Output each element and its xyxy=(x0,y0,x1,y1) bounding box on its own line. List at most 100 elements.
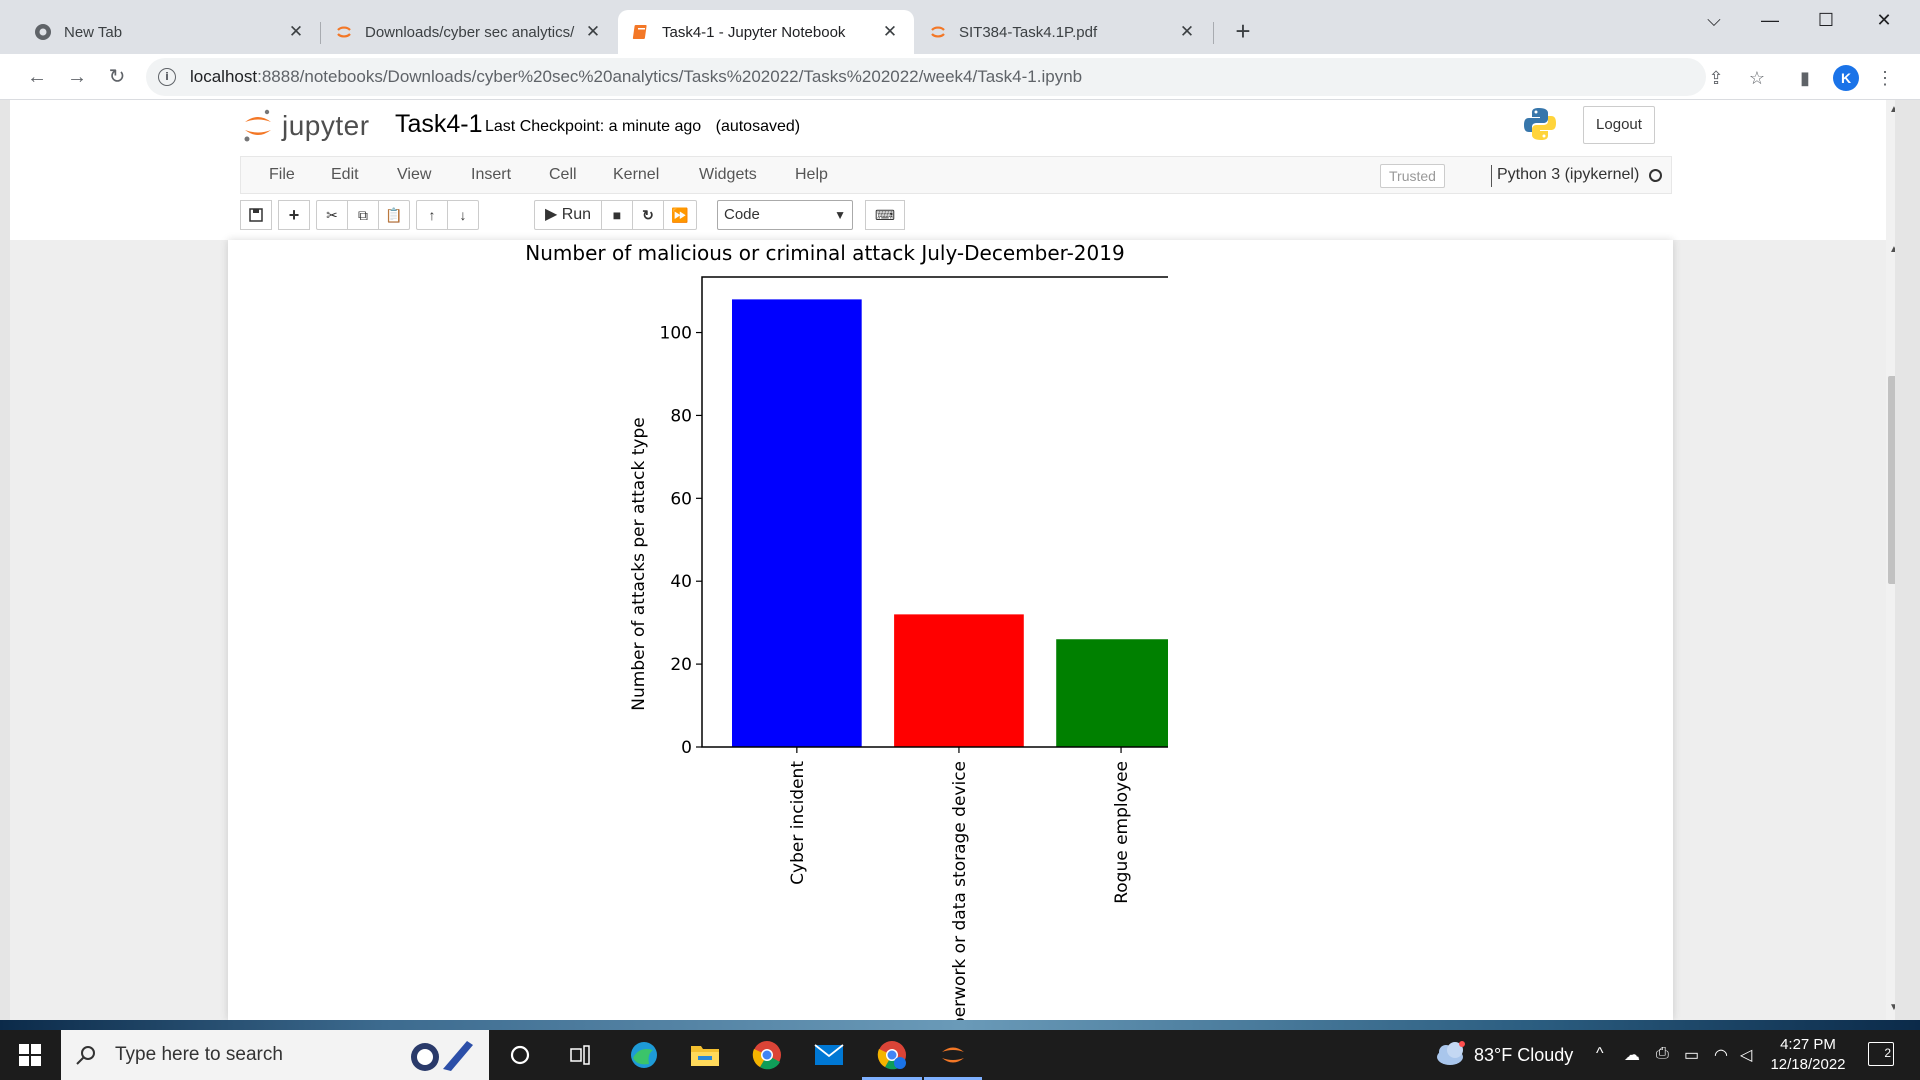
close-window-button[interactable]: ✕ xyxy=(1876,10,1892,30)
volume-icon[interactable]: ◁ xyxy=(1740,1047,1753,1064)
tab-task4-notebook[interactable]: Task4-1 - Jupyter Notebook ✕ xyxy=(618,10,914,54)
scroll-up-icon[interactable]: ▲ xyxy=(1889,104,1895,115)
arrow-up-icon: ↑ xyxy=(428,207,436,223)
menu-kebab-icon[interactable]: ⋮ xyxy=(1876,68,1894,88)
menu-cell[interactable]: Cell xyxy=(549,166,577,183)
notebook-title[interactable]: Task4-1 xyxy=(395,110,483,138)
chrome-icon[interactable] xyxy=(750,1038,784,1072)
reload-button[interactable]: ↻ xyxy=(108,66,126,88)
chevron-up-icon[interactable]: ^ xyxy=(1596,1045,1604,1062)
chart-title: Number of malicious or criminal attack J… xyxy=(525,241,1124,265)
restart-run-all-button[interactable]: ⏩ xyxy=(663,200,697,230)
start-button[interactable] xyxy=(0,1030,60,1080)
profile-avatar[interactable]: K xyxy=(1833,65,1859,91)
close-icon[interactable]: ✕ xyxy=(288,22,304,41)
y-tick-label: 100 xyxy=(660,324,692,344)
jupyter-page: jupyter Task4-1 Last Checkpoint: a minut… xyxy=(10,100,1895,1020)
weather-text[interactable]: 83°F Cloudy xyxy=(1474,1045,1574,1065)
mail-icon[interactable] xyxy=(812,1038,846,1072)
insert-cell-button[interactable]: + xyxy=(278,200,310,230)
close-icon[interactable]: ✕ xyxy=(882,22,898,41)
file-explorer-icon[interactable] xyxy=(688,1038,722,1072)
move-down-button[interactable]: ↓ xyxy=(447,200,479,230)
chrome-icon xyxy=(34,23,52,41)
menu-file[interactable]: File xyxy=(269,166,295,183)
meet-now-icon[interactable]: ⎙ xyxy=(1656,1045,1669,1062)
maximize-button[interactable]: ☐ xyxy=(1817,10,1835,30)
fast-forward-icon: ⏩ xyxy=(671,207,689,223)
bar-2 xyxy=(894,614,1024,747)
active-app-indicator xyxy=(924,1077,982,1080)
cut-button[interactable]: ✂ xyxy=(316,200,348,230)
copy-button[interactable]: ⧉ xyxy=(347,200,379,230)
jupyter-logo[interactable]: jupyter xyxy=(242,108,370,144)
jupyter-app-icon[interactable] xyxy=(936,1038,970,1072)
jupyter-icon xyxy=(929,23,947,41)
info-icon[interactable]: i xyxy=(158,68,176,86)
paste-button[interactable]: 📋 xyxy=(378,200,410,230)
menu-view[interactable]: View xyxy=(397,166,432,183)
onedrive-icon[interactable]: ☁ xyxy=(1624,1047,1640,1064)
jupyter-brand: jupyter xyxy=(282,110,370,141)
desktop-wallpaper-strip xyxy=(0,1020,1920,1030)
menu-widgets[interactable]: Widgets xyxy=(699,166,757,183)
x-tick-label: Cyber incident xyxy=(788,761,808,885)
checkpoint-label: Last Checkpoint: xyxy=(485,118,605,135)
menu-edit[interactable]: Edit xyxy=(331,166,359,183)
cloudy-weather-icon[interactable] xyxy=(1434,1041,1468,1072)
tab-title: Downloads/cyber sec analytics/p xyxy=(365,23,575,41)
arrow-down-icon: ↓ xyxy=(459,207,467,223)
tab-pdf[interactable]: SIT384-Task4.1P.pdf ✕ xyxy=(915,10,1211,54)
address-bar[interactable]: i localhost:8888/notebooks/Downloads/cyb… xyxy=(146,58,1706,96)
trusted-badge[interactable]: Trusted xyxy=(1380,164,1445,188)
chevron-down-icon[interactable]: ⌵ xyxy=(1707,10,1721,30)
checkpoint-status: Last Checkpoint: a minute ago (autosaved… xyxy=(485,118,800,136)
y-tick-label: 0 xyxy=(681,738,692,758)
url-text[interactable]: localhost:8888/notebooks/Downloads/cyber… xyxy=(190,67,1083,86)
menu-kernel[interactable]: Kernel xyxy=(613,166,660,183)
taskbar-search[interactable]: Type here to search xyxy=(61,1030,489,1080)
menu-help[interactable]: Help xyxy=(795,166,828,183)
search-highlight-icon xyxy=(411,1041,473,1071)
task-view-icon[interactable] xyxy=(563,1038,597,1072)
forward-button[interactable]: → xyxy=(67,66,87,88)
cortana-icon[interactable] xyxy=(503,1038,537,1072)
run-button[interactable]: ▶ Run xyxy=(534,200,602,230)
logout-button[interactable]: Logout xyxy=(1583,106,1655,144)
x-ticks: Cyber incident Theft of paperwork or data… xyxy=(788,747,1132,1020)
scrollbar-thumb[interactable] xyxy=(1888,376,1895,584)
close-icon[interactable]: ✕ xyxy=(585,22,601,41)
new-tab-button[interactable]: + xyxy=(1235,16,1251,46)
back-button[interactable]: ← xyxy=(27,66,47,88)
move-up-button[interactable]: ↑ xyxy=(416,200,448,230)
windows-icon xyxy=(19,1044,41,1066)
y-ticks: 0 20 40 60 80 100 xyxy=(660,324,702,758)
edge-icon[interactable] xyxy=(627,1038,661,1072)
y-tick-label: 40 xyxy=(670,572,692,592)
wifi-icon[interactable]: ◠ xyxy=(1714,1047,1728,1064)
command-palette-button[interactable]: ⌨ xyxy=(865,200,905,230)
scroll-up-icon[interactable]: ▲ xyxy=(1889,244,1895,255)
scroll-down-icon[interactable]: ▼ xyxy=(1889,1002,1895,1013)
clock[interactable]: 4:27 PM 12/18/2022 xyxy=(1760,1035,1856,1075)
star-icon[interactable]: ☆ xyxy=(1748,68,1766,88)
autosave-status: (autosaved) xyxy=(715,118,801,135)
interrupt-button[interactable]: ■ xyxy=(601,200,633,230)
minimize-button[interactable]: — xyxy=(1761,10,1779,30)
kernel-name[interactable]: Python 3 (ipykernel) xyxy=(1497,166,1640,183)
share-icon[interactable]: ⇪ xyxy=(1708,68,1724,88)
close-icon[interactable]: ✕ xyxy=(1179,22,1195,41)
x-tick-label: Rogue employee xyxy=(1112,761,1132,904)
menu-insert[interactable]: Insert xyxy=(471,166,512,183)
battery-icon[interactable]: ▭ xyxy=(1684,1047,1700,1064)
restart-button[interactable]: ↻ xyxy=(632,200,664,230)
side-panel-icon[interactable]: ▮ xyxy=(1800,68,1810,88)
tab-downloads[interactable]: Downloads/cyber sec analytics/p ✕ xyxy=(321,10,617,54)
chrome-profile-icon[interactable] xyxy=(875,1038,909,1072)
cell-type-select[interactable]: Code ▼ xyxy=(717,200,853,230)
tab-title: New Tab xyxy=(64,23,123,41)
tab-new-tab[interactable]: New Tab ✕ xyxy=(20,10,320,54)
notification-center-button[interactable]: 2 xyxy=(1868,1042,1894,1066)
save-button[interactable] xyxy=(240,200,272,230)
menu-bar: File Edit View Insert Cell Kernel Widget… xyxy=(240,156,1672,194)
